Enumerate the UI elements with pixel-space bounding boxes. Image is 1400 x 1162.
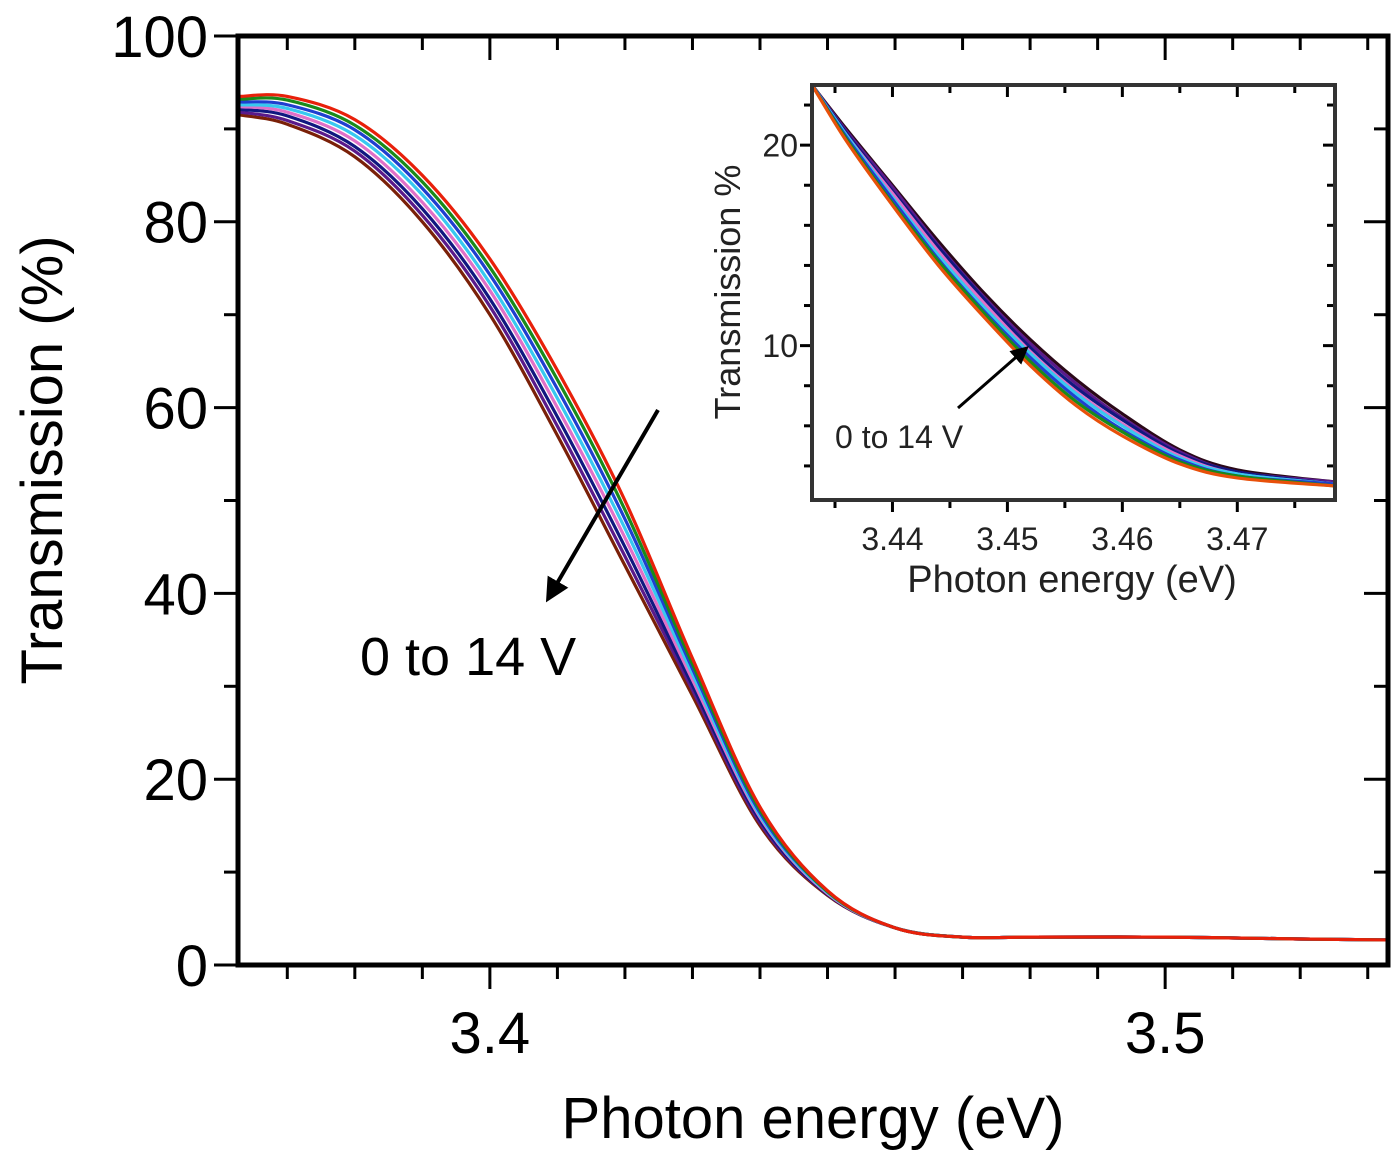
inset-series-group bbox=[812, 85, 1335, 488]
inset-y-tick-label: 10 bbox=[762, 328, 798, 364]
main-voltage-annotation: 0 to 14 V bbox=[360, 627, 576, 687]
main-plot: 3.4 3.5 0 20 40 60 80 100 Photon energy (eV) Tr… bbox=[10, 5, 1391, 1151]
main-y-axis-label: Transmission (%) bbox=[10, 235, 75, 684]
main-y-tick-label: 20 bbox=[143, 748, 208, 813]
main-axis-ticks: 3.4 3.5 0 20 40 60 80 100 bbox=[111, 5, 1388, 1066]
main-x-tick-label: 3.4 bbox=[450, 1001, 531, 1066]
inset-x-tick-label: 3.45 bbox=[976, 521, 1038, 557]
inset-x-tick-label: 3.46 bbox=[1091, 521, 1153, 557]
main-plot-frame bbox=[235, 33, 1391, 968]
inset-plot-frame bbox=[810, 83, 1337, 502]
main-y-tick-label: 60 bbox=[143, 376, 208, 441]
inset-voltage-annotation: 0 to 14 V bbox=[835, 419, 964, 455]
inset-x-axis-label: Photon energy (eV) bbox=[907, 559, 1237, 601]
inset-x-tick-label: 3.47 bbox=[1206, 521, 1268, 557]
inset-x-tick-label: 3.44 bbox=[861, 521, 923, 557]
main-y-tick-label: 40 bbox=[143, 562, 208, 627]
main-y-tick-label: 100 bbox=[111, 5, 208, 70]
main-x-tick-label: 3.5 bbox=[1125, 1001, 1206, 1066]
main-y-tick-label: 0 bbox=[176, 934, 208, 999]
main-voltage-arrow bbox=[545, 408, 660, 603]
main-series-group bbox=[239, 93, 1389, 942]
inset-background bbox=[812, 85, 1335, 500]
main-series-line-0 bbox=[239, 93, 1389, 942]
inset-voltage-arrow bbox=[957, 346, 1029, 410]
inset-y-axis-label: Transmission % bbox=[707, 165, 748, 420]
inset-series-line-0 bbox=[812, 85, 1335, 488]
main-x-axis-label: Photon energy (eV) bbox=[562, 1086, 1065, 1151]
main-y-tick-label: 80 bbox=[143, 191, 208, 256]
inset-y-tick-label: 20 bbox=[762, 128, 798, 164]
